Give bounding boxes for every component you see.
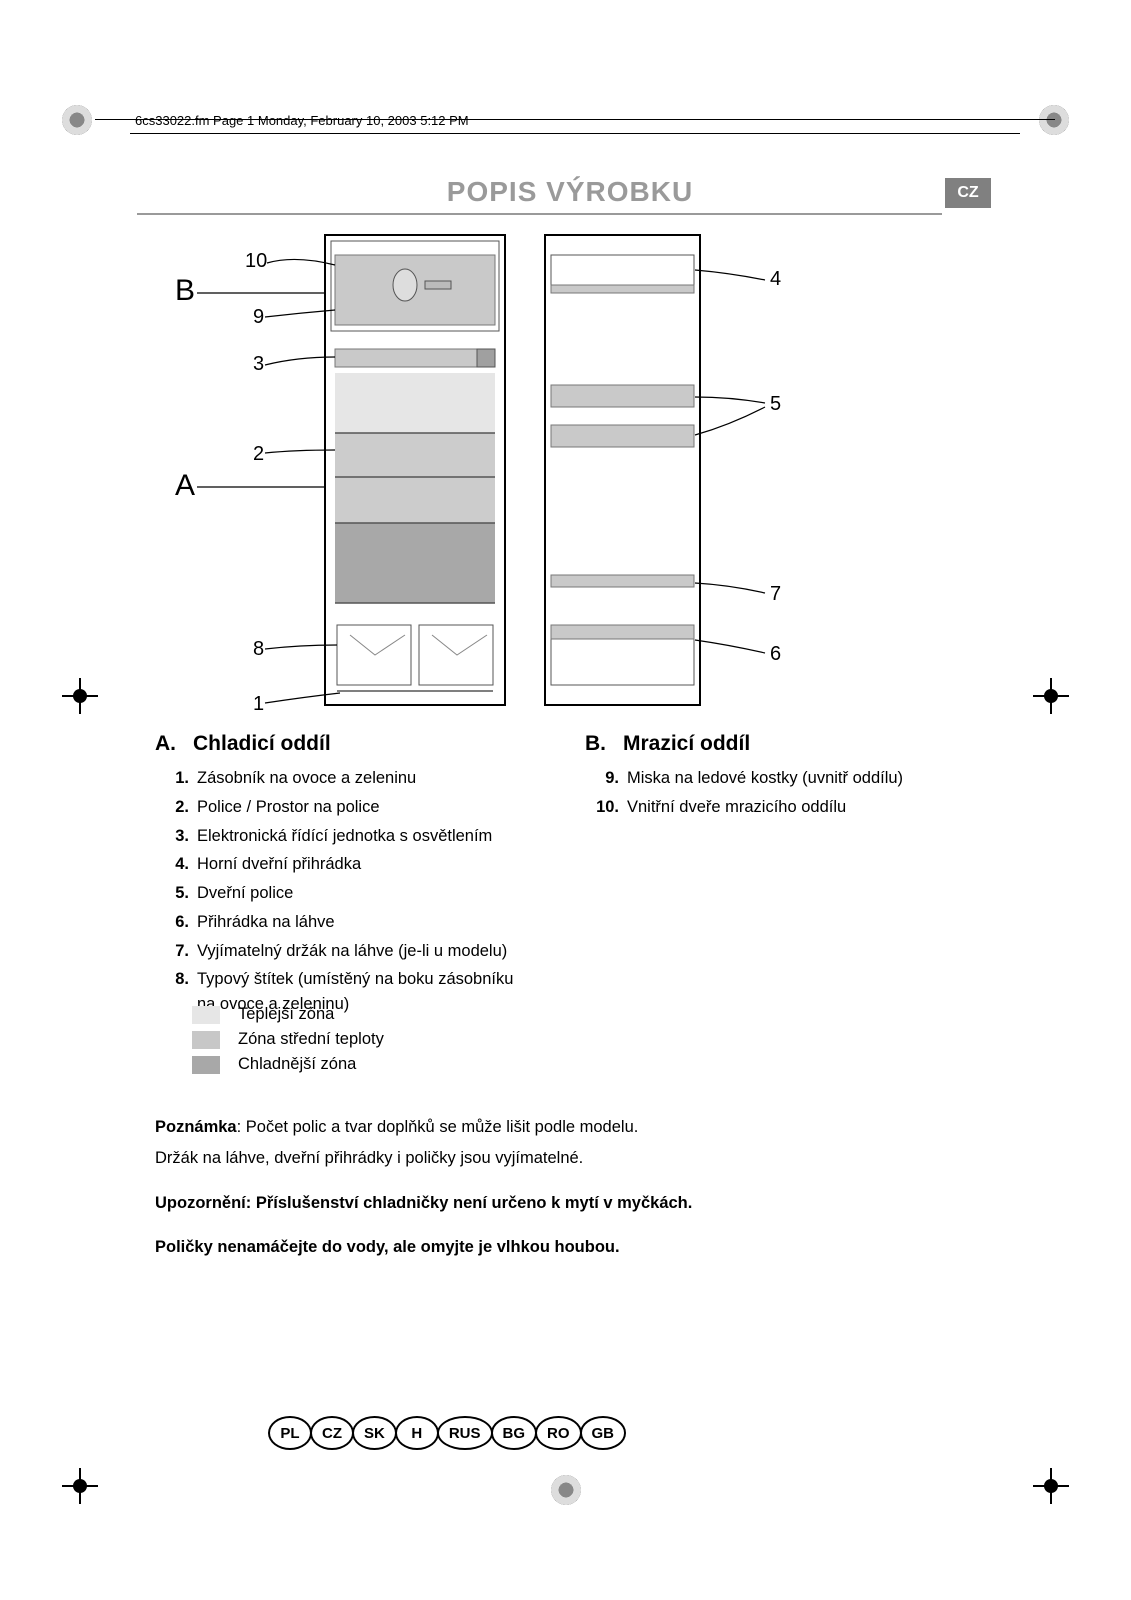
register-mark-left bbox=[68, 684, 92, 708]
register-mark-bl bbox=[68, 1474, 92, 1498]
svg-text:8: 8 bbox=[253, 638, 264, 660]
zone-row: Zóna střední teploty bbox=[192, 1030, 384, 1049]
lang-pill-pl: PL bbox=[268, 1416, 312, 1450]
zone-label: Chladnější zóna bbox=[238, 1055, 356, 1074]
header-filename: 6cs33022.fm Page 1 Monday, February 10, … bbox=[135, 113, 469, 128]
zone-swatch-dark bbox=[192, 1056, 220, 1074]
crop-line-top-inner bbox=[130, 133, 1020, 134]
list-item: 7.Vyjímatelný držák na láhve (je-li u mo… bbox=[197, 939, 545, 964]
svg-text:6: 6 bbox=[770, 643, 781, 665]
lang-pill-h: H bbox=[395, 1416, 439, 1450]
crop-mark-tr bbox=[1039, 105, 1069, 135]
section-a-heading: A.Chladicí oddíl bbox=[155, 732, 545, 756]
svg-text:7: 7 bbox=[770, 583, 781, 605]
register-mark-br bbox=[1039, 1474, 1063, 1498]
register-mark-right bbox=[1039, 684, 1063, 708]
notes-block: Poznámka: Počet polic a tvar doplňků se … bbox=[155, 1115, 975, 1266]
svg-text:4: 4 bbox=[770, 268, 781, 290]
page: 6cs33022.fm Page 1 Monday, February 10, … bbox=[0, 0, 1131, 1600]
list-item: 2.Police / Prostor na police bbox=[197, 795, 545, 820]
svg-text:5: 5 bbox=[770, 393, 781, 415]
lang-pill-gb: GB bbox=[580, 1416, 627, 1450]
lang-pill-ro: RO bbox=[535, 1416, 582, 1450]
warning-2: Poličky nenamáčejte do vody, ale omyjte … bbox=[155, 1235, 975, 1260]
lang-pill-sk: SK bbox=[352, 1416, 397, 1450]
svg-text:2: 2 bbox=[253, 443, 264, 465]
zone-row: Teplejší zóna bbox=[192, 1005, 384, 1024]
diagram-label-a: A bbox=[175, 469, 195, 502]
section-a-list: 1.Zásobník na ovoce a zeleninu 2.Police … bbox=[155, 766, 545, 1017]
zone-swatch-mid bbox=[192, 1031, 220, 1049]
svg-text:1: 1 bbox=[253, 693, 264, 715]
list-item: 1.Zásobník na ovoce a zeleninu bbox=[197, 766, 545, 791]
svg-text:3: 3 bbox=[253, 353, 264, 375]
section-a: A.Chladicí oddíl 1.Zásobník na ovoce a z… bbox=[155, 732, 545, 1021]
zone-label: Teplejší zóna bbox=[238, 1005, 334, 1024]
list-item: 10.Vnitřní dveře mrazicího oddílu bbox=[627, 795, 975, 820]
title-underline bbox=[137, 213, 942, 215]
list-item: 9.Miska na ledové kostky (uvnitř oddílu) bbox=[627, 766, 975, 791]
svg-text:10: 10 bbox=[245, 250, 267, 272]
section-b-heading: B.Mrazicí oddíl bbox=[585, 732, 975, 756]
language-badge: CZ bbox=[945, 178, 991, 208]
zone-label: Zóna střední teploty bbox=[238, 1030, 384, 1049]
page-title-bar: POPIS VÝROBKU bbox=[155, 176, 985, 208]
warning-1: Upozornění: Příslušenství chladničky nen… bbox=[155, 1191, 975, 1216]
note-line-2: Držák na láhve, dveřní přihrádky i polič… bbox=[155, 1146, 975, 1171]
list-item: 4.Horní dveřní přihrádka bbox=[197, 852, 545, 877]
crop-mark-bottom bbox=[551, 1475, 581, 1505]
list-item: 3.Elektronická řídící jednotka s osvětle… bbox=[197, 824, 545, 849]
diagram-label-b: B bbox=[175, 274, 195, 307]
zone-legend: Teplejší zóna Zóna střední teploty Chlad… bbox=[192, 1005, 384, 1080]
list-item: 6.Přihrádka na láhve bbox=[197, 910, 545, 935]
lang-pill-cz: CZ bbox=[310, 1416, 354, 1450]
lang-pill-rus: RUS bbox=[437, 1416, 493, 1450]
crop-mark-tl bbox=[62, 105, 92, 135]
zone-row: Chladnější zóna bbox=[192, 1055, 384, 1074]
language-pills: PL CZ SK H RUS BG RO GB bbox=[270, 1416, 626, 1450]
section-b-list: 9.Miska na ledové kostky (uvnitř oddílu)… bbox=[585, 766, 975, 820]
product-diagram: B A 10 9 3 2 8 1 4 5 7 6 bbox=[155, 225, 975, 725]
svg-text:9: 9 bbox=[253, 306, 264, 328]
list-item: 5.Dveřní police bbox=[197, 881, 545, 906]
page-title: POPIS VÝROBKU bbox=[155, 176, 985, 208]
content-columns: A.Chladicí oddíl 1.Zásobník na ovoce a z… bbox=[155, 732, 975, 1021]
zone-swatch-light bbox=[192, 1006, 220, 1024]
lang-pill-bg: BG bbox=[491, 1416, 538, 1450]
note-line-1: Poznámka: Počet polic a tvar doplňků se … bbox=[155, 1115, 975, 1140]
section-b: B.Mrazicí oddíl 9.Miska na ledové kostky… bbox=[585, 732, 975, 1021]
